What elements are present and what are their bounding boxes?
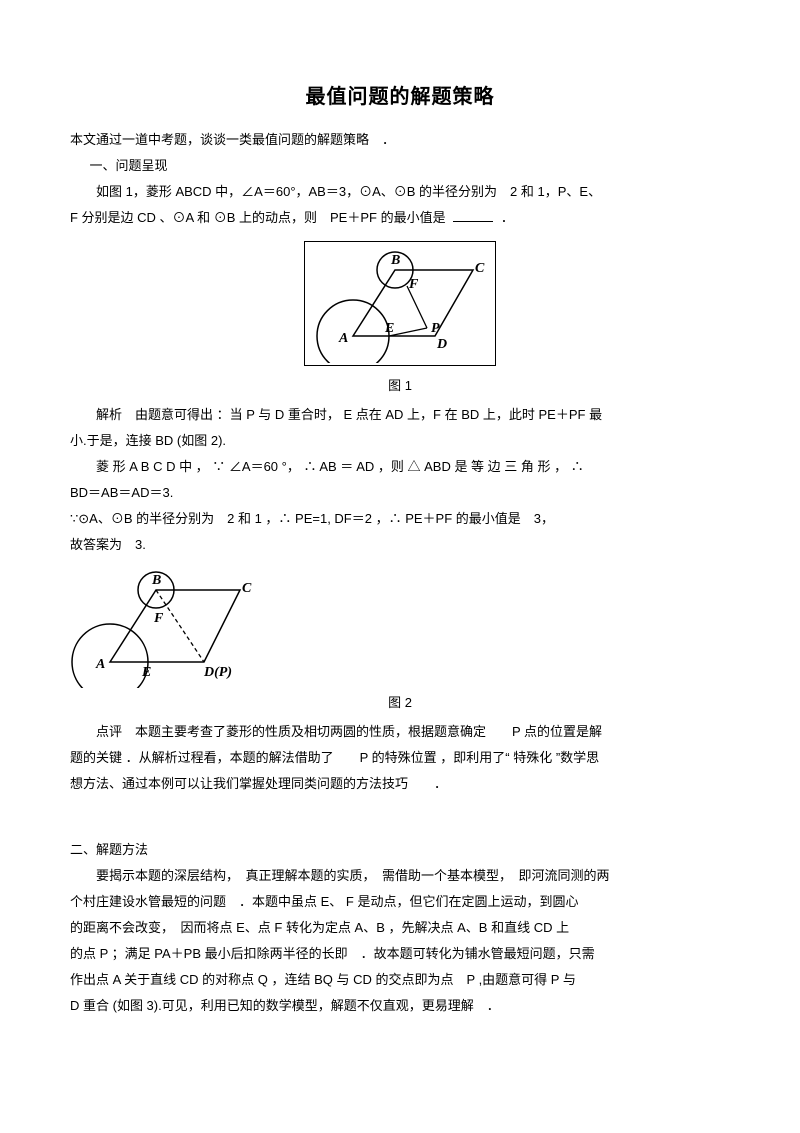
svg-text:F: F (408, 277, 419, 292)
svg-text:D(P): D(P) (203, 665, 232, 680)
svg-text:E: E (141, 665, 151, 680)
section-1-head: 一、问题呈现 (70, 153, 730, 179)
intro-paragraph: 本文通过一道中考题，谈谈一类最值问题的解题策略 ． (70, 127, 730, 153)
comment-line-3: 想方法、通过本例可以让我们掌握处理同类问题的方法技巧 ． (70, 771, 730, 797)
svg-text:A: A (95, 657, 105, 672)
svg-text:P: P (431, 321, 440, 336)
answer-blank (453, 221, 493, 222)
svg-text:B: B (390, 253, 400, 268)
method-line-5: 作出点 A 关于直线 CD 的对称点 Q ，连结 BQ 与 CD 的交点即为点 … (70, 967, 730, 993)
figure-2-wrap: A B C D(P) E F (70, 568, 730, 688)
analysis-line-2: 小.于是，连接 BD (如图 2). (70, 428, 730, 454)
analysis-line-4: BD＝AB＝AD＝3. (70, 480, 730, 506)
method-line-1: 要揭示本题的深层结构， 真正理解本题的实质， 需借助一个基本模型， 即河流同测的… (70, 863, 730, 889)
svg-text:F: F (153, 611, 164, 626)
svg-text:C: C (242, 581, 252, 596)
figure-2-svg: A B C D(P) E F (70, 568, 260, 688)
figure-1-caption: 图 1 (70, 375, 730, 394)
problem-line-2: F 分别是边 CD 、⊙A 和 ⊙B 上的动点，则 PE＋PF 的最小值是 ． (70, 205, 730, 231)
analysis-line-3: 菱 形 A B C D 中 ， ∵ ∠A＝60 °， ∴ AB ＝ AD ，则 … (70, 454, 730, 480)
svg-text:D: D (436, 337, 447, 352)
comment-line-2: 题的关键 ．从解析过程看，本题的解法借助了 P 的特殊位置 ，即利用了“ 特殊化… (70, 745, 730, 771)
figure-1-wrap: A B C D E F P (70, 241, 730, 371)
section-2-head: 二、解题方法 (70, 837, 730, 863)
svg-text:B: B (151, 573, 161, 588)
comment-line-1: 点评 本题主要考查了菱形的性质及相切两圆的性质，根据题意确定 P 点的位置是解 (70, 719, 730, 745)
problem-line-1: 如图 1，菱形 ABCD 中，∠A＝60°，AB＝3，⊙A、⊙B 的半径分别为 … (70, 179, 730, 205)
page-title: 最值问题的解题策略 (70, 80, 730, 109)
svg-text:E: E (384, 321, 394, 336)
figure-1-box: A B C D E F P (304, 241, 496, 366)
svg-text:A: A (338, 331, 348, 346)
problem-line-2-text: F 分别是边 CD 、⊙A 和 ⊙B 上的动点，则 PE＋PF 的最小值是 (70, 210, 446, 225)
method-line-3: 的距离不会改变， 因而将点 E、点 F 转化为定点 A、B ，先解决点 A、B … (70, 915, 730, 941)
method-line-6: D 重合 (如图 3).可见，利用已知的数学模型，解题不仅直观，更易理解 ． (70, 993, 730, 1019)
figure-1-svg: A B C D E F P (315, 248, 485, 363)
method-line-2: 个村庄建设水管最短的问题 ．本题中虽点 E、 F 是动点，但它们在定圆上运动，到… (70, 889, 730, 915)
analysis-line-6: 故答案为 3. (70, 532, 730, 558)
svg-text:C: C (475, 261, 485, 276)
method-line-4: 的点 P ；满足 PA＋PB 最小后扣除两半径的长即 ．故本题可转化为铺水管最短… (70, 941, 730, 967)
problem-line-2-tail: ． (501, 210, 514, 225)
analysis-line-5: ∵⊙A、⊙B 的半径分别为 2 和 1 ，∴ PE=1, DF＝2 ，∴ PE＋… (70, 506, 730, 532)
analysis-line-1: 解析 由题意可得出 ：当 P 与 D 重合时， E 点在 AD 上，F 在 BD… (70, 402, 730, 428)
figure-2-caption: 图 2 (70, 692, 730, 711)
